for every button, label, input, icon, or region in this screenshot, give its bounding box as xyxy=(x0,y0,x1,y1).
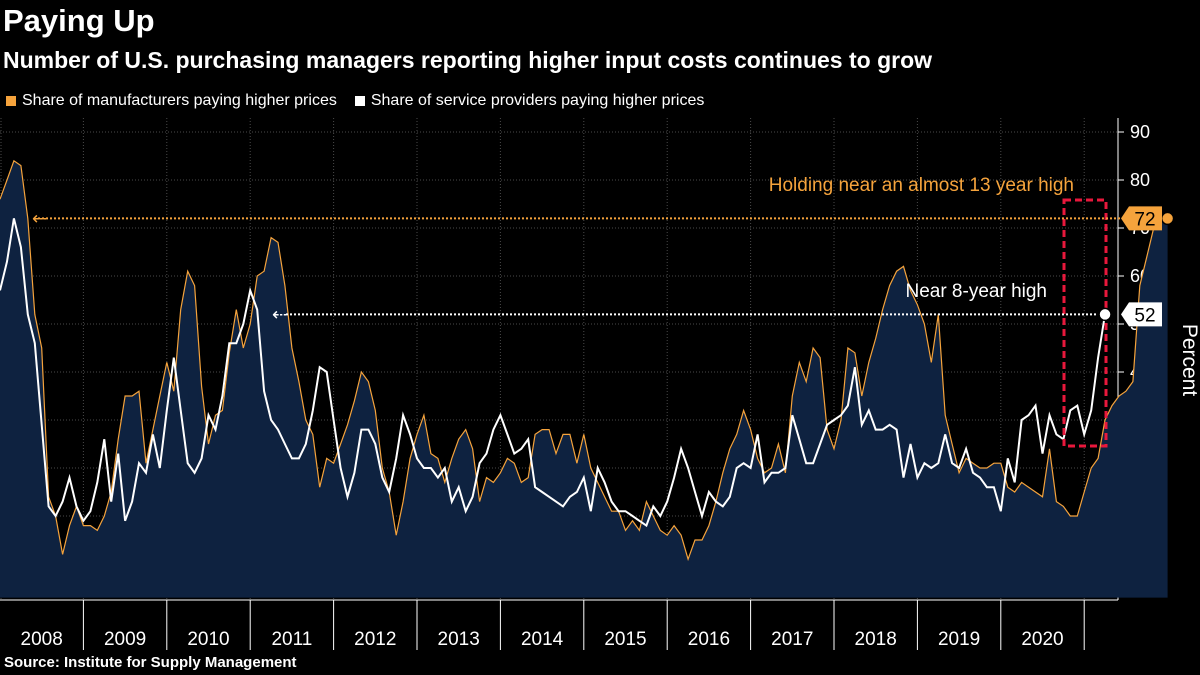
x-tick-label: 2015 xyxy=(604,629,646,650)
chart-plot: 0102030405060708090200820092010201120122… xyxy=(0,118,1200,650)
x-tick-label: 2011 xyxy=(271,629,312,650)
legend-swatch-manufacturers xyxy=(6,96,16,106)
services-line xyxy=(0,218,1106,528)
y-tick-label: 90 xyxy=(1130,122,1150,142)
x-tick-label: 2019 xyxy=(938,629,980,650)
manufacturers-endpoint xyxy=(1160,211,1175,226)
source-note: Source: Institute for Supply Management xyxy=(4,654,297,671)
manufacturers-arrow-icon: ⇠ xyxy=(32,208,47,229)
x-tick-label: 2009 xyxy=(104,629,146,650)
manufacturers-area xyxy=(0,160,1168,598)
services-value-tag-label: 52 xyxy=(1134,305,1155,326)
services-endpoint xyxy=(1098,307,1112,322)
services-annotation: Near 8-year high xyxy=(905,281,1047,302)
x-tick-label: 2017 xyxy=(771,629,813,650)
legend-label-services: Share of service providers paying higher… xyxy=(370,92,705,109)
x-tick-label: 2013 xyxy=(438,629,480,650)
x-tick-label: 2010 xyxy=(187,629,229,650)
legend-item-manufacturers: Share of manufacturers paying higher pri… xyxy=(6,90,337,112)
chart-title: Paying Up xyxy=(3,3,155,38)
x-tick-label: 2016 xyxy=(688,629,730,650)
highlight-box xyxy=(1062,198,1108,448)
x-tick-label: 2018 xyxy=(855,629,897,650)
manufacturers-value-tag-label: 72 xyxy=(1134,209,1155,230)
services-value-tag xyxy=(1121,302,1162,327)
manufacturers-annotation: Holding near an almost 13 year high xyxy=(769,175,1074,196)
x-tick-label: 2014 xyxy=(521,629,564,650)
services-arrow-icon: ⇠ xyxy=(272,304,287,325)
legend-item-services: Share of service providers paying higher… xyxy=(354,90,705,112)
legend-swatch-services xyxy=(354,96,365,106)
y-tick-label: 80 xyxy=(1130,170,1150,190)
x-tick-label: 2020 xyxy=(1021,629,1063,650)
y-axis-title: Percent xyxy=(1178,324,1200,397)
x-tick-label: 2008 xyxy=(21,629,63,650)
chart-subtitle: Number of U.S. purchasing managers repor… xyxy=(3,47,933,73)
manufacturers-line xyxy=(0,159,1168,562)
legend-label-manufacturers: Share of manufacturers paying higher pri… xyxy=(22,92,337,109)
manufacturers-value-tag xyxy=(1121,206,1162,231)
legend: Share of manufacturers paying higher pri… xyxy=(6,90,704,112)
x-tick-label: 2012 xyxy=(354,629,396,650)
